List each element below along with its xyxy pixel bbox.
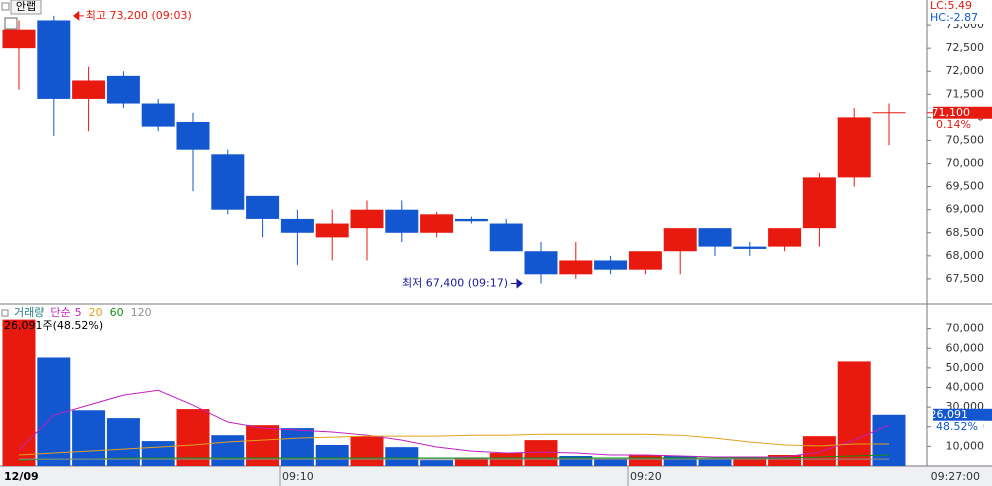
- legend-entry: 20: [89, 306, 103, 319]
- date-label: 12/09: [4, 470, 39, 483]
- candle-body: [72, 80, 106, 99]
- candle-body: [315, 223, 349, 238]
- panel-icon[interactable]: [1, 2, 10, 11]
- volume-bar: [594, 458, 628, 466]
- volume-bar: [141, 441, 175, 466]
- y-tick-label: 72,500: [946, 41, 985, 54]
- volume-bar: [176, 409, 210, 466]
- legend-ma-type: 단순: [50, 306, 70, 319]
- candle-body: [733, 246, 767, 249]
- x-tick-label: 09:10: [282, 470, 314, 483]
- y-tick-label: 60,000: [946, 341, 985, 354]
- legend-entry: 60: [110, 306, 124, 319]
- y-tick-label: 69,000: [946, 203, 985, 216]
- candle-body: [663, 228, 697, 252]
- volume-info: 26,091주(48.52%): [4, 319, 103, 332]
- last-price: 71,100: [932, 106, 971, 119]
- lc-label: LC:5.49: [930, 0, 972, 12]
- candle-body: [768, 228, 802, 247]
- candle-body: [489, 223, 523, 252]
- y-tick-label: 40,000: [946, 381, 985, 394]
- candle-body: [628, 251, 662, 270]
- y-tick-label: 71,500: [946, 87, 985, 100]
- y-tick-label: 70,500: [946, 133, 985, 146]
- high-arrow: [72, 10, 84, 21]
- volume-bar: [559, 455, 593, 466]
- y-tick-label: 72,000: [946, 64, 985, 77]
- volume-bar: [768, 455, 802, 466]
- candle-body: [280, 218, 314, 233]
- y-tick-label: 67,500: [946, 272, 985, 285]
- last-volume-box: [933, 408, 992, 421]
- candle-body: [385, 209, 419, 233]
- volume-bar: [872, 414, 906, 466]
- volume-bar: [802, 436, 836, 466]
- x-tick-label: 09:20: [630, 470, 662, 483]
- label-bg: [933, 420, 983, 433]
- grid-icon[interactable]: [4, 17, 18, 30]
- candle-body: [350, 209, 384, 229]
- volume-bar: [663, 455, 697, 466]
- y-tick-label: 68,500: [946, 226, 985, 239]
- volume-bar: [698, 458, 732, 466]
- candle-body: [176, 122, 210, 150]
- high-annotation: 최고 73,200 (09:03): [86, 9, 192, 22]
- y-tick-label: 70,000: [946, 322, 985, 335]
- volume-bar: [837, 361, 871, 466]
- volume-bar: [628, 455, 662, 466]
- volume-bar: [385, 447, 419, 466]
- candle-body: [246, 195, 280, 219]
- label-bg: [928, 0, 992, 24]
- low-annotation: 최저 67,400 (09:17): [402, 277, 508, 290]
- ma-line: [18, 433, 889, 456]
- y-tick-label: 50,000: [946, 361, 985, 374]
- cursor-time: 09:27:00: [931, 470, 980, 483]
- volume-bar: [454, 458, 488, 466]
- stock-name: 안랩: [16, 0, 36, 13]
- volume-bar: [733, 457, 767, 466]
- ma-line: [18, 389, 890, 458]
- candle-body: [594, 260, 628, 270]
- volume-bar: [280, 428, 314, 466]
- y-tick-label: 68,000: [946, 249, 985, 262]
- legend-entry: 120: [131, 306, 152, 319]
- candle-body: [524, 251, 558, 275]
- candle-body: [106, 75, 140, 104]
- legend-entry: 5: [75, 306, 82, 319]
- candle-body: [2, 29, 36, 49]
- stock-name-box: [10, 0, 42, 15]
- candle-body: [454, 218, 488, 222]
- label-bg: [933, 118, 978, 131]
- volume-bar: [72, 410, 106, 466]
- volume-bar: [420, 460, 454, 466]
- last-volume: 26,091: [930, 408, 969, 421]
- candle-body: [802, 177, 836, 229]
- candle-body: [559, 260, 593, 275]
- last-change: 0.14%: [936, 118, 971, 131]
- volume-bar: [246, 425, 280, 466]
- last-price-box: [933, 106, 992, 119]
- y-tick-label: 69,500: [946, 180, 985, 193]
- volume-bar: [2, 319, 36, 466]
- low-arrow: [511, 278, 523, 289]
- panel-icon[interactable]: [1, 309, 9, 317]
- ma-line: [18, 454, 890, 461]
- volume-bar: [524, 440, 558, 466]
- legend-title: 거래량: [14, 306, 44, 319]
- candle-body: [837, 117, 871, 178]
- y-tick-label: 70,000: [946, 157, 985, 170]
- volume-bar: [350, 436, 384, 466]
- candle-body: [141, 103, 175, 127]
- candle-body: [420, 214, 454, 233]
- last-ratio: 48.52%: [936, 420, 978, 433]
- candle-body: [37, 20, 71, 99]
- volume-bar: [315, 445, 349, 466]
- candle-body: [211, 154, 245, 210]
- time-axis-bg: [0, 466, 992, 486]
- y-tick-label: 10,000: [946, 439, 985, 452]
- volume-bar: [211, 435, 245, 466]
- hc-label: HC:-2.87: [930, 11, 978, 24]
- candle-body: [698, 228, 732, 247]
